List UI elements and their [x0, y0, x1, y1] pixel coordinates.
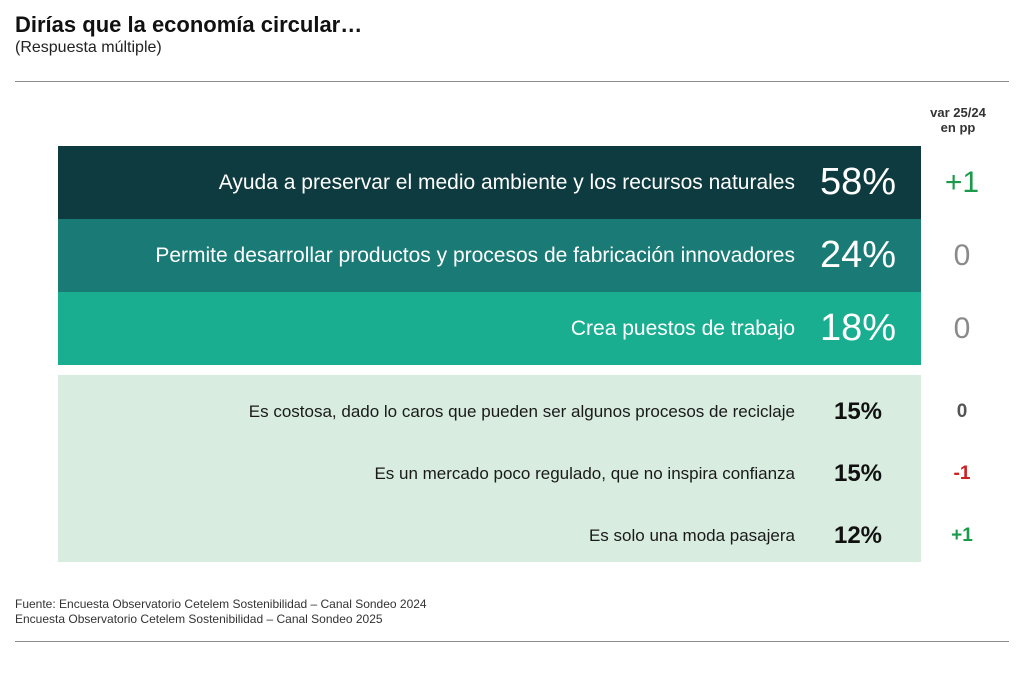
- chart-row: Es costosa, dado lo caros que pueden ser…: [58, 381, 921, 443]
- row-variation: 0: [956, 401, 968, 422]
- variation-header-line1: var 25/24: [930, 105, 986, 120]
- row-variation: +1: [951, 525, 973, 546]
- row-value: 15%: [833, 460, 883, 487]
- chart-subtitle: (Respuesta múltiple): [15, 39, 162, 56]
- secondary-rows-block: [58, 375, 921, 562]
- row-value: 24%: [819, 234, 897, 276]
- top-divider: [15, 81, 1009, 82]
- source-line-1: Fuente: Encuesta Observatorio Cetelem So…: [15, 597, 427, 611]
- row-variation: 0: [953, 238, 971, 272]
- row-label: Es solo una moda pasajera: [588, 526, 795, 545]
- row-variation: +1: [944, 165, 980, 199]
- source-line-2: Encuesta Observatorio Cetelem Sostenibil…: [15, 612, 383, 626]
- chart-row: Permite desarrollar productos y procesos…: [58, 219, 921, 292]
- row-label: Es costosa, dado lo caros que pueden ser…: [248, 402, 795, 421]
- chart-row: Crea puestos de trabajo 18%: [58, 292, 921, 365]
- chart-row: Es solo una moda pasajera 12%: [58, 505, 921, 567]
- source-note: Fuente: Encuesta Observatorio Cetelem So…: [15, 597, 427, 627]
- chart-title: Dirías que la economía circular…: [15, 12, 363, 37]
- row-label: Es un mercado poco regulado, que no insp…: [374, 464, 795, 483]
- row-value: 58%: [819, 161, 897, 203]
- row-variation: 0: [953, 311, 971, 345]
- variation-column-header: var 25/24 en pp: [918, 105, 998, 135]
- row-value: 18%: [819, 307, 897, 349]
- chart-row: Ayuda a preservar el medio ambiente y lo…: [58, 146, 921, 219]
- row-label: Ayuda a preservar el medio ambiente y lo…: [218, 170, 795, 194]
- row-label: Crea puestos de trabajo: [570, 316, 795, 340]
- bottom-divider: [15, 641, 1009, 642]
- variation-header-line2: en pp: [940, 120, 976, 135]
- row-value: 15%: [833, 398, 883, 425]
- row-value: 12%: [833, 522, 883, 549]
- chart-row: Es un mercado poco regulado, que no insp…: [58, 443, 921, 505]
- row-label: Permite desarrollar productos y procesos…: [155, 243, 795, 267]
- row-variation: -1: [953, 463, 971, 484]
